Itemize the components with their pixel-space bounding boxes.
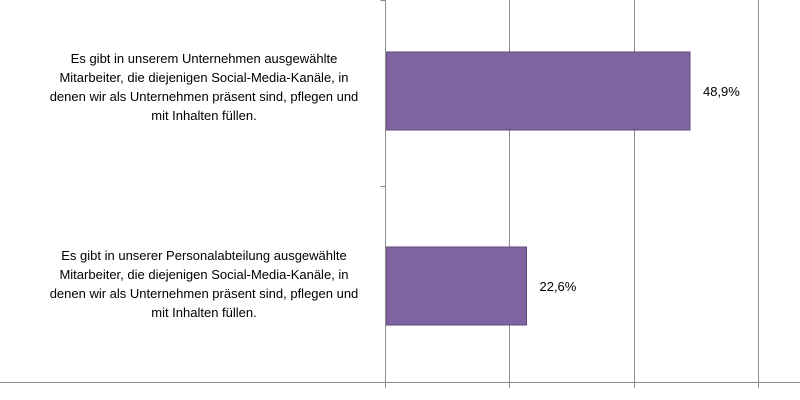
bar-1 [385, 51, 691, 131]
category-label-2: Es gibt in unserer Personalabteilung aus… [49, 248, 359, 320]
value-label-1: 48,9% [703, 84, 740, 99]
value-label-2: 22,6% [539, 279, 576, 294]
tick-label-0: 0% [376, 398, 395, 400]
bar-2 [385, 246, 527, 326]
bars [385, 51, 691, 326]
tick-label-40: 40% [621, 398, 647, 400]
category-label-1: Es gibt in unserem Unternehmen ausgewähl… [49, 51, 359, 123]
tick-label-20: 20% [496, 398, 522, 400]
value-labels: 48,9% 22,6% [539, 84, 740, 294]
tick-label-60: 60% [745, 398, 771, 400]
